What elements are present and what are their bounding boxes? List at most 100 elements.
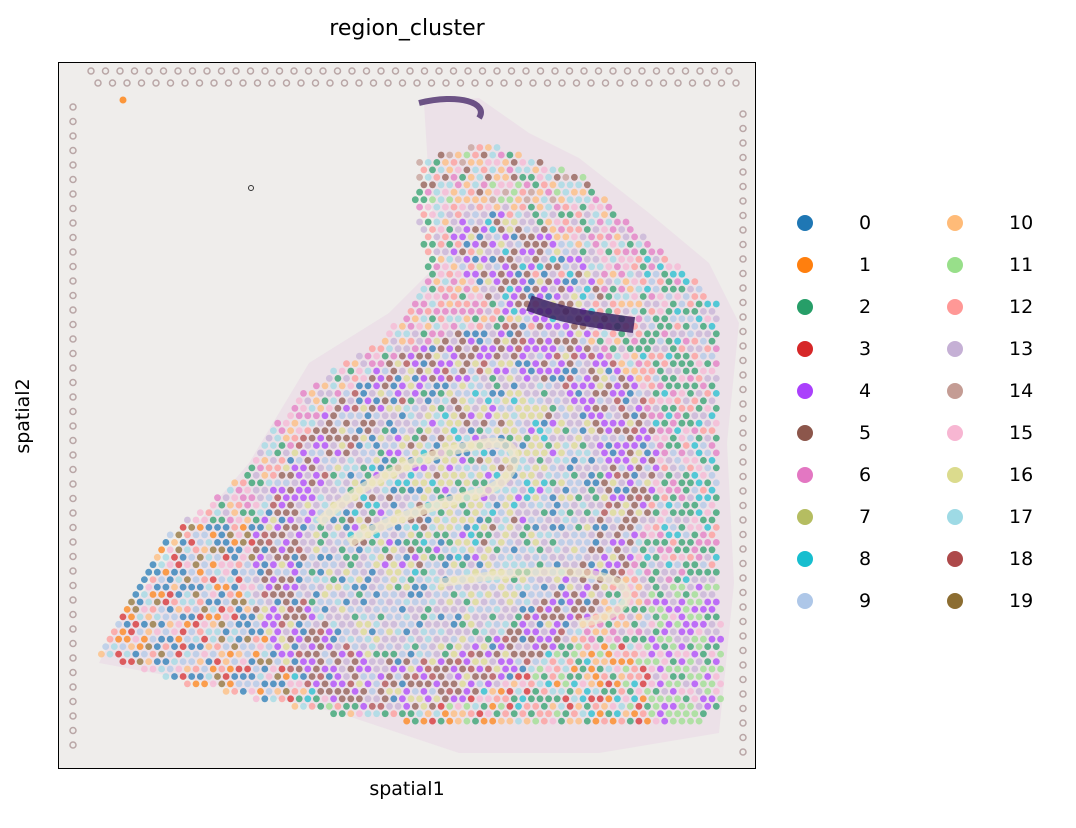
cluster-spot — [609, 226, 617, 233]
cluster-spot — [459, 352, 466, 360]
cluster-spot — [588, 591, 595, 598]
cluster-spot — [368, 568, 376, 576]
cluster-spot — [381, 635, 389, 643]
cluster-spot — [571, 650, 578, 658]
cluster-spot — [136, 613, 144, 621]
cluster-spot — [265, 434, 273, 442]
cluster-spot — [437, 330, 445, 338]
cluster-spot — [454, 702, 462, 710]
cluster-spot — [227, 501, 234, 509]
cluster-spot — [411, 717, 419, 725]
cluster-spot — [463, 658, 471, 665]
cluster-spot — [536, 322, 544, 330]
cluster-spot — [618, 240, 626, 248]
cluster-spot — [291, 434, 299, 442]
cluster-spot — [506, 613, 514, 621]
cluster-spot — [601, 240, 608, 248]
cluster-spot — [248, 613, 256, 621]
cluster-spot — [562, 561, 570, 569]
cluster-spot — [515, 702, 522, 710]
cluster-spot — [429, 479, 436, 487]
cluster-spot — [227, 606, 234, 613]
cluster-spot — [446, 151, 454, 159]
cluster-spot — [304, 695, 312, 703]
cluster-spot — [347, 561, 355, 569]
cluster-spot — [411, 390, 419, 397]
cluster-spot — [330, 620, 337, 628]
cluster-spot — [708, 352, 716, 360]
cluster-spot — [558, 270, 565, 278]
cluster-spot — [343, 464, 350, 472]
cluster-spot — [691, 561, 699, 569]
fiducial-spot — [739, 153, 747, 162]
cluster-spot — [416, 486, 423, 494]
cluster-spot — [669, 524, 677, 531]
cluster-spot — [476, 471, 484, 479]
fiducial-spot — [739, 487, 747, 495]
cluster-spot — [639, 352, 647, 360]
cluster-spot — [566, 613, 574, 621]
cluster-spot — [519, 486, 527, 494]
cluster-spot — [485, 665, 492, 673]
fiducial-spot — [69, 567, 77, 575]
cluster-spot — [566, 688, 574, 695]
cluster-spot — [540, 479, 548, 487]
cluster-spot — [334, 464, 342, 472]
cluster-spot — [601, 583, 608, 591]
cluster-spot — [631, 635, 638, 643]
cluster-spot — [403, 494, 411, 502]
cluster-spot — [605, 710, 613, 718]
cluster-spot — [356, 561, 363, 569]
cluster-spot — [528, 635, 535, 643]
cluster-spot — [274, 688, 282, 695]
cluster-spot — [442, 665, 449, 673]
cluster-spot — [442, 591, 449, 598]
cluster-spot — [682, 531, 690, 539]
cluster-spot — [480, 419, 488, 427]
cluster-spot — [325, 449, 333, 457]
cluster-spot — [678, 419, 686, 427]
cluster-spot — [153, 598, 161, 606]
cluster-spot — [394, 330, 402, 338]
cluster-spot — [459, 606, 466, 613]
cluster-spot — [700, 442, 707, 449]
cluster-spot — [429, 360, 436, 367]
cluster-spot — [708, 486, 716, 494]
cluster-spot — [717, 695, 724, 703]
cluster-spot — [467, 263, 475, 271]
cluster-spot — [523, 330, 531, 338]
cluster-spot — [252, 665, 260, 673]
cluster-spot — [687, 688, 694, 695]
cluster-spot — [480, 270, 488, 278]
cluster-spot — [493, 457, 501, 464]
cluster-spot — [665, 561, 673, 569]
cluster-spot — [704, 628, 712, 636]
cluster-spot — [652, 315, 660, 323]
cluster-spot — [712, 524, 720, 531]
cluster-spot — [390, 635, 398, 643]
cluster-spot — [712, 315, 720, 323]
cluster-spot — [420, 226, 428, 233]
cluster-spot — [545, 531, 552, 539]
cluster-spot — [506, 390, 514, 397]
cluster-spot — [343, 628, 350, 636]
cluster-spot — [700, 620, 707, 628]
cluster-spot — [631, 278, 638, 285]
cluster-spot — [209, 680, 217, 688]
cluster-spot — [700, 471, 707, 479]
cluster-spot — [497, 285, 505, 293]
cluster-spot — [700, 367, 707, 375]
cluster-spot — [601, 539, 608, 546]
cluster-spot — [218, 561, 226, 569]
cluster-spot — [403, 717, 411, 725]
cluster-spot — [489, 419, 497, 427]
cluster-spot — [536, 203, 544, 211]
cluster-spot — [639, 471, 647, 479]
fiducial-spot — [377, 67, 385, 75]
cluster-spot — [648, 576, 656, 583]
cluster-spot — [712, 434, 720, 442]
cluster-spot — [708, 561, 716, 569]
fiducial-spot — [69, 712, 77, 720]
fiducial-spot — [69, 538, 77, 546]
cluster-spot — [184, 576, 191, 583]
